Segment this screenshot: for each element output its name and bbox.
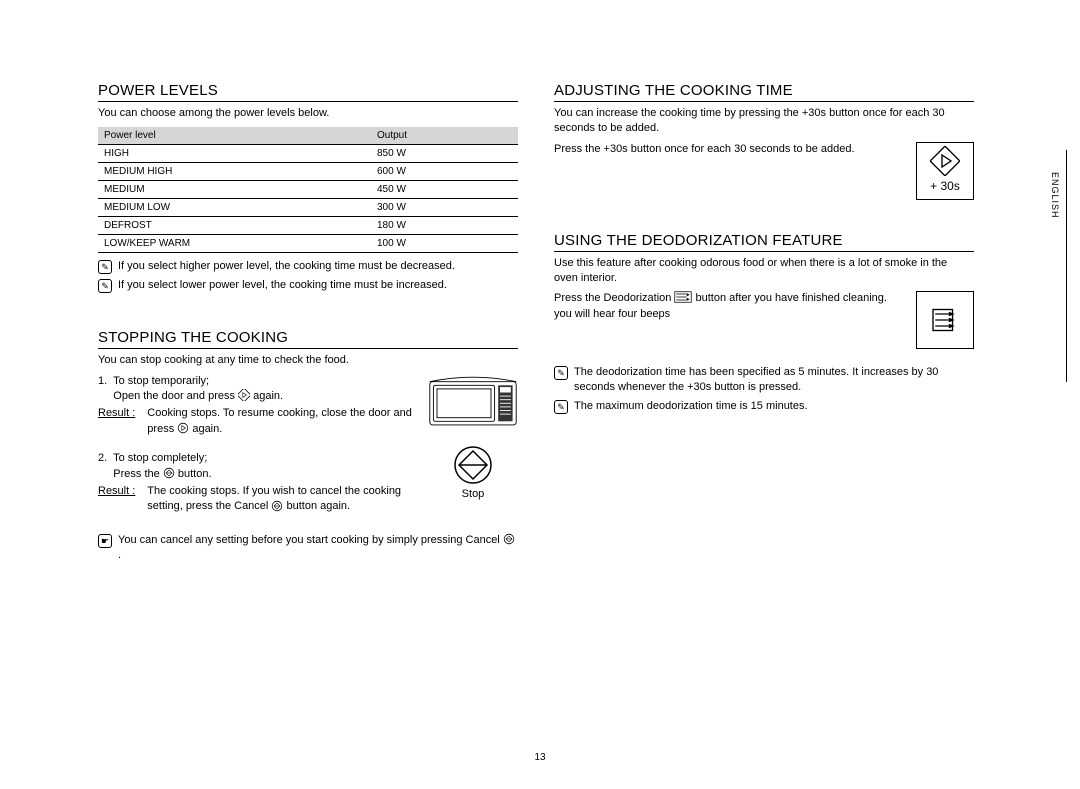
adjusting-body-row: Press the +30s button once for each 30 s… bbox=[554, 142, 974, 200]
tip-icon: ☛ bbox=[98, 534, 112, 548]
note-row: ☛ You can cancel any setting before you … bbox=[98, 533, 518, 563]
result-text: The cooking stops. If you wish to cancel… bbox=[147, 484, 418, 515]
note-text: If you select higher power level, the co… bbox=[118, 259, 455, 274]
cell-output: 850 W bbox=[371, 144, 518, 162]
note-row: ✎ The maximum deodorization time is 15 m… bbox=[554, 399, 974, 414]
left-column: POWER LEVELS You can choose among the po… bbox=[98, 82, 518, 567]
cell-level: HIGH bbox=[98, 144, 371, 162]
deodorization-intro: Use this feature after cooking odorous f… bbox=[554, 256, 974, 286]
note-icon: ✎ bbox=[98, 260, 112, 274]
plus30s-label: + 30s bbox=[930, 178, 960, 195]
deodorization-button-figure bbox=[916, 291, 974, 349]
side-divider bbox=[1066, 150, 1067, 382]
stop-inline-icon bbox=[163, 467, 175, 479]
note-row: ✎ If you select higher power level, the … bbox=[98, 259, 518, 274]
heading-stopping: STOPPING THE COOKING bbox=[98, 329, 518, 349]
start-inline-icon bbox=[238, 389, 250, 401]
deodorization-body: Press the Deodorization button after you… bbox=[554, 291, 904, 349]
stop-button-figure: Stop bbox=[449, 443, 497, 505]
cell-output: 450 W bbox=[371, 180, 518, 198]
note-row: ✎ If you select lower power level, the c… bbox=[98, 278, 518, 293]
cell-output: 600 W bbox=[371, 162, 518, 180]
th-output: Output bbox=[371, 127, 518, 145]
cell-output: 300 W bbox=[371, 198, 518, 216]
cell-level: DEFROST bbox=[98, 216, 371, 234]
cell-level: MEDIUM bbox=[98, 180, 371, 198]
start-inline-icon bbox=[177, 422, 189, 434]
microwave-illustration bbox=[428, 374, 518, 429]
note-text: The deodorization time has been specifie… bbox=[574, 365, 974, 395]
note-text: The maximum deodorization time is 15 min… bbox=[574, 399, 808, 414]
power-levels-table: Power level Output HIGH850 W MEDIUM HIGH… bbox=[98, 127, 518, 253]
stop-inline-icon bbox=[503, 533, 515, 545]
note-row: ✎ The deodorization time has been specif… bbox=[554, 365, 974, 395]
heading-adjusting: ADJUSTING THE COOKING TIME bbox=[554, 82, 974, 102]
note-text: You can cancel any setting before you st… bbox=[118, 533, 518, 563]
result-label: Result : bbox=[98, 406, 135, 437]
cell-level: LOW/KEEP WARM bbox=[98, 234, 371, 252]
th-power-level: Power level bbox=[98, 127, 371, 145]
step-1: 1. To stop temporarily; Open the door an… bbox=[98, 374, 418, 438]
stopping-steps-block: 1. To stop temporarily; Open the door an… bbox=[98, 374, 518, 529]
note-icon: ✎ bbox=[554, 366, 568, 380]
right-column: ADJUSTING THE COOKING TIME You can incre… bbox=[554, 82, 974, 567]
adjusting-body: Press the +30s button once for each 30 s… bbox=[554, 142, 904, 200]
note-icon: ✎ bbox=[98, 279, 112, 293]
stop-label: Stop bbox=[462, 487, 485, 502]
result-label: Result : bbox=[98, 484, 135, 515]
note-text: If you select lower power level, the coo… bbox=[118, 278, 447, 293]
cell-level: MEDIUM HIGH bbox=[98, 162, 371, 180]
cell-level: MEDIUM LOW bbox=[98, 198, 371, 216]
step-2: 2. To stop completely; Press the button.… bbox=[98, 451, 418, 515]
heading-power-levels: POWER LEVELS bbox=[98, 82, 518, 102]
deodorization-body-row: Press the Deodorization button after you… bbox=[554, 291, 974, 349]
result-text: Cooking stops. To resume cooking, close … bbox=[147, 406, 418, 437]
cell-output: 180 W bbox=[371, 216, 518, 234]
language-tab: ENGLISH bbox=[1050, 172, 1060, 219]
note-icon: ✎ bbox=[554, 400, 568, 414]
stopping-intro: You can stop cooking at any time to chec… bbox=[98, 353, 518, 368]
cell-output: 100 W bbox=[371, 234, 518, 252]
adjusting-intro: You can increase the cooking time by pre… bbox=[554, 106, 974, 136]
deodorization-inline-icon bbox=[674, 291, 692, 303]
heading-deodorization: USING THE DEODORIZATION FEATURE bbox=[554, 232, 974, 252]
power-levels-intro: You can choose among the power levels be… bbox=[98, 106, 518, 121]
stop-inline-icon bbox=[271, 500, 283, 512]
page-number: 13 bbox=[534, 752, 545, 763]
plus30s-button-figure: + 30s bbox=[916, 142, 974, 200]
